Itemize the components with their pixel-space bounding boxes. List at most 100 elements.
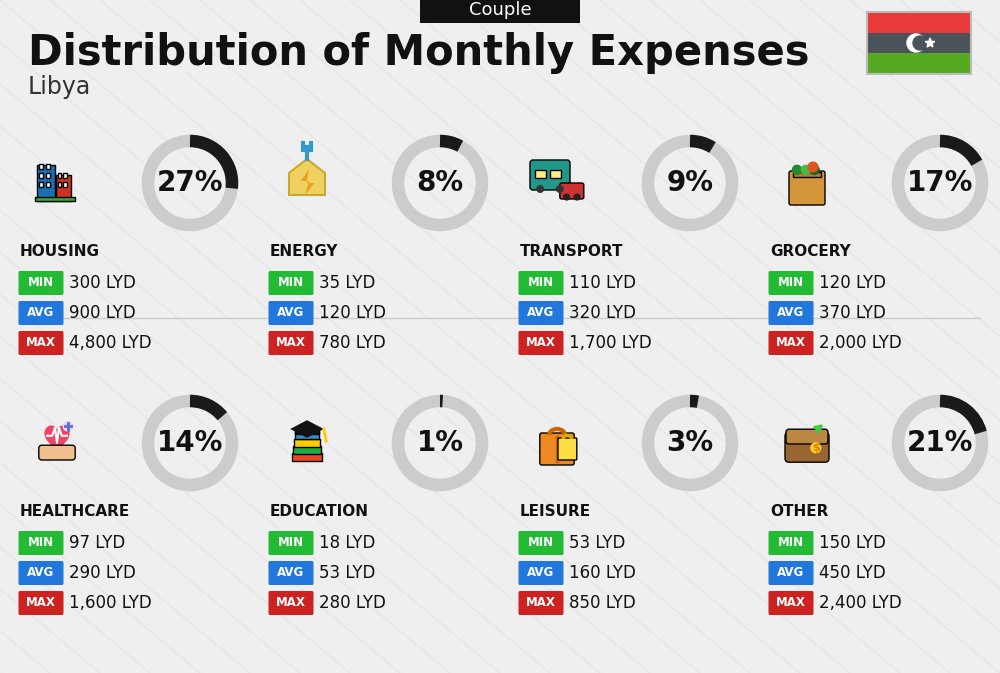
Text: 97 LYD: 97 LYD	[69, 534, 125, 552]
FancyBboxPatch shape	[793, 172, 821, 177]
FancyBboxPatch shape	[560, 183, 584, 199]
FancyBboxPatch shape	[268, 531, 314, 555]
FancyBboxPatch shape	[18, 531, 64, 555]
Text: 27%: 27%	[157, 169, 223, 197]
Text: 1%: 1%	[416, 429, 464, 457]
Text: 290 LYD: 290 LYD	[69, 564, 136, 582]
Text: 35 LYD: 35 LYD	[319, 274, 375, 292]
Text: OTHER: OTHER	[770, 503, 828, 518]
FancyBboxPatch shape	[785, 432, 829, 462]
FancyBboxPatch shape	[292, 453, 322, 461]
Text: MIN: MIN	[28, 536, 54, 549]
FancyBboxPatch shape	[540, 433, 574, 465]
Polygon shape	[290, 420, 324, 438]
FancyBboxPatch shape	[268, 591, 314, 615]
Circle shape	[807, 162, 819, 172]
Text: MIN: MIN	[528, 536, 554, 549]
Text: ENERGY: ENERGY	[270, 244, 338, 258]
FancyBboxPatch shape	[518, 591, 564, 615]
Text: MIN: MIN	[278, 277, 304, 289]
FancyBboxPatch shape	[558, 438, 577, 460]
FancyBboxPatch shape	[63, 174, 67, 178]
Text: 850 LYD: 850 LYD	[569, 594, 636, 612]
FancyBboxPatch shape	[768, 531, 814, 555]
Text: 160 LYD: 160 LYD	[569, 564, 636, 582]
FancyBboxPatch shape	[530, 160, 570, 190]
Text: 2,000 LYD: 2,000 LYD	[819, 334, 902, 352]
Text: 21%: 21%	[907, 429, 973, 457]
Text: $: $	[812, 443, 820, 453]
Text: 120 LYD: 120 LYD	[819, 274, 886, 292]
Text: MAX: MAX	[26, 336, 56, 349]
Text: MAX: MAX	[276, 336, 306, 349]
Text: 370 LYD: 370 LYD	[819, 304, 886, 322]
FancyBboxPatch shape	[868, 53, 970, 73]
FancyBboxPatch shape	[18, 331, 64, 355]
Text: AVG: AVG	[277, 567, 305, 579]
Text: 280 LYD: 280 LYD	[319, 594, 386, 612]
Circle shape	[801, 165, 811, 175]
FancyBboxPatch shape	[268, 561, 314, 585]
Polygon shape	[301, 169, 314, 195]
FancyBboxPatch shape	[768, 271, 814, 295]
FancyBboxPatch shape	[35, 197, 75, 201]
Text: AVG: AVG	[27, 567, 55, 579]
Circle shape	[907, 34, 925, 52]
FancyBboxPatch shape	[550, 170, 561, 178]
FancyBboxPatch shape	[518, 531, 564, 555]
FancyBboxPatch shape	[295, 429, 319, 434]
Text: 450 LYD: 450 LYD	[819, 564, 886, 582]
Text: 300 LYD: 300 LYD	[69, 274, 136, 292]
Text: AVG: AVG	[27, 306, 55, 320]
FancyBboxPatch shape	[786, 429, 828, 444]
FancyBboxPatch shape	[518, 331, 564, 355]
FancyBboxPatch shape	[868, 33, 970, 53]
FancyBboxPatch shape	[39, 182, 43, 187]
FancyBboxPatch shape	[46, 173, 50, 178]
Text: HOUSING: HOUSING	[20, 244, 100, 258]
Text: LEISURE: LEISURE	[520, 503, 591, 518]
FancyBboxPatch shape	[518, 561, 564, 585]
FancyBboxPatch shape	[768, 301, 814, 325]
Text: MAX: MAX	[526, 336, 556, 349]
Text: MAX: MAX	[276, 596, 306, 610]
FancyBboxPatch shape	[868, 13, 970, 33]
FancyBboxPatch shape	[768, 331, 814, 355]
Text: 900 LYD: 900 LYD	[69, 304, 136, 322]
FancyBboxPatch shape	[63, 182, 67, 187]
FancyBboxPatch shape	[18, 301, 64, 325]
Polygon shape	[45, 426, 69, 452]
FancyBboxPatch shape	[46, 164, 50, 170]
Circle shape	[792, 165, 802, 175]
Text: 1,600 LYD: 1,600 LYD	[69, 594, 152, 612]
Circle shape	[573, 193, 581, 201]
Text: 780 LYD: 780 LYD	[319, 334, 386, 352]
FancyBboxPatch shape	[295, 431, 319, 439]
FancyBboxPatch shape	[518, 271, 564, 295]
Text: MIN: MIN	[278, 536, 304, 549]
Circle shape	[913, 36, 927, 50]
Text: 53 LYD: 53 LYD	[319, 564, 375, 582]
Text: MIN: MIN	[778, 536, 804, 549]
Text: 4,800 LYD: 4,800 LYD	[69, 334, 152, 352]
FancyBboxPatch shape	[39, 446, 75, 460]
FancyBboxPatch shape	[789, 171, 825, 205]
Text: 14%: 14%	[157, 429, 223, 457]
FancyBboxPatch shape	[293, 446, 321, 454]
Text: MIN: MIN	[28, 277, 54, 289]
FancyBboxPatch shape	[420, 0, 580, 23]
FancyBboxPatch shape	[768, 561, 814, 585]
FancyBboxPatch shape	[768, 591, 814, 615]
FancyBboxPatch shape	[58, 182, 61, 187]
FancyBboxPatch shape	[18, 591, 64, 615]
Text: 1,700 LYD: 1,700 LYD	[569, 334, 652, 352]
Text: AVG: AVG	[527, 567, 555, 579]
Text: GROCERY: GROCERY	[770, 244, 851, 258]
Text: 17%: 17%	[907, 169, 973, 197]
Text: 150 LYD: 150 LYD	[819, 534, 886, 552]
Circle shape	[809, 165, 820, 175]
Text: AVG: AVG	[777, 567, 805, 579]
FancyBboxPatch shape	[39, 173, 43, 178]
Text: MAX: MAX	[776, 336, 806, 349]
Text: MAX: MAX	[526, 596, 556, 610]
